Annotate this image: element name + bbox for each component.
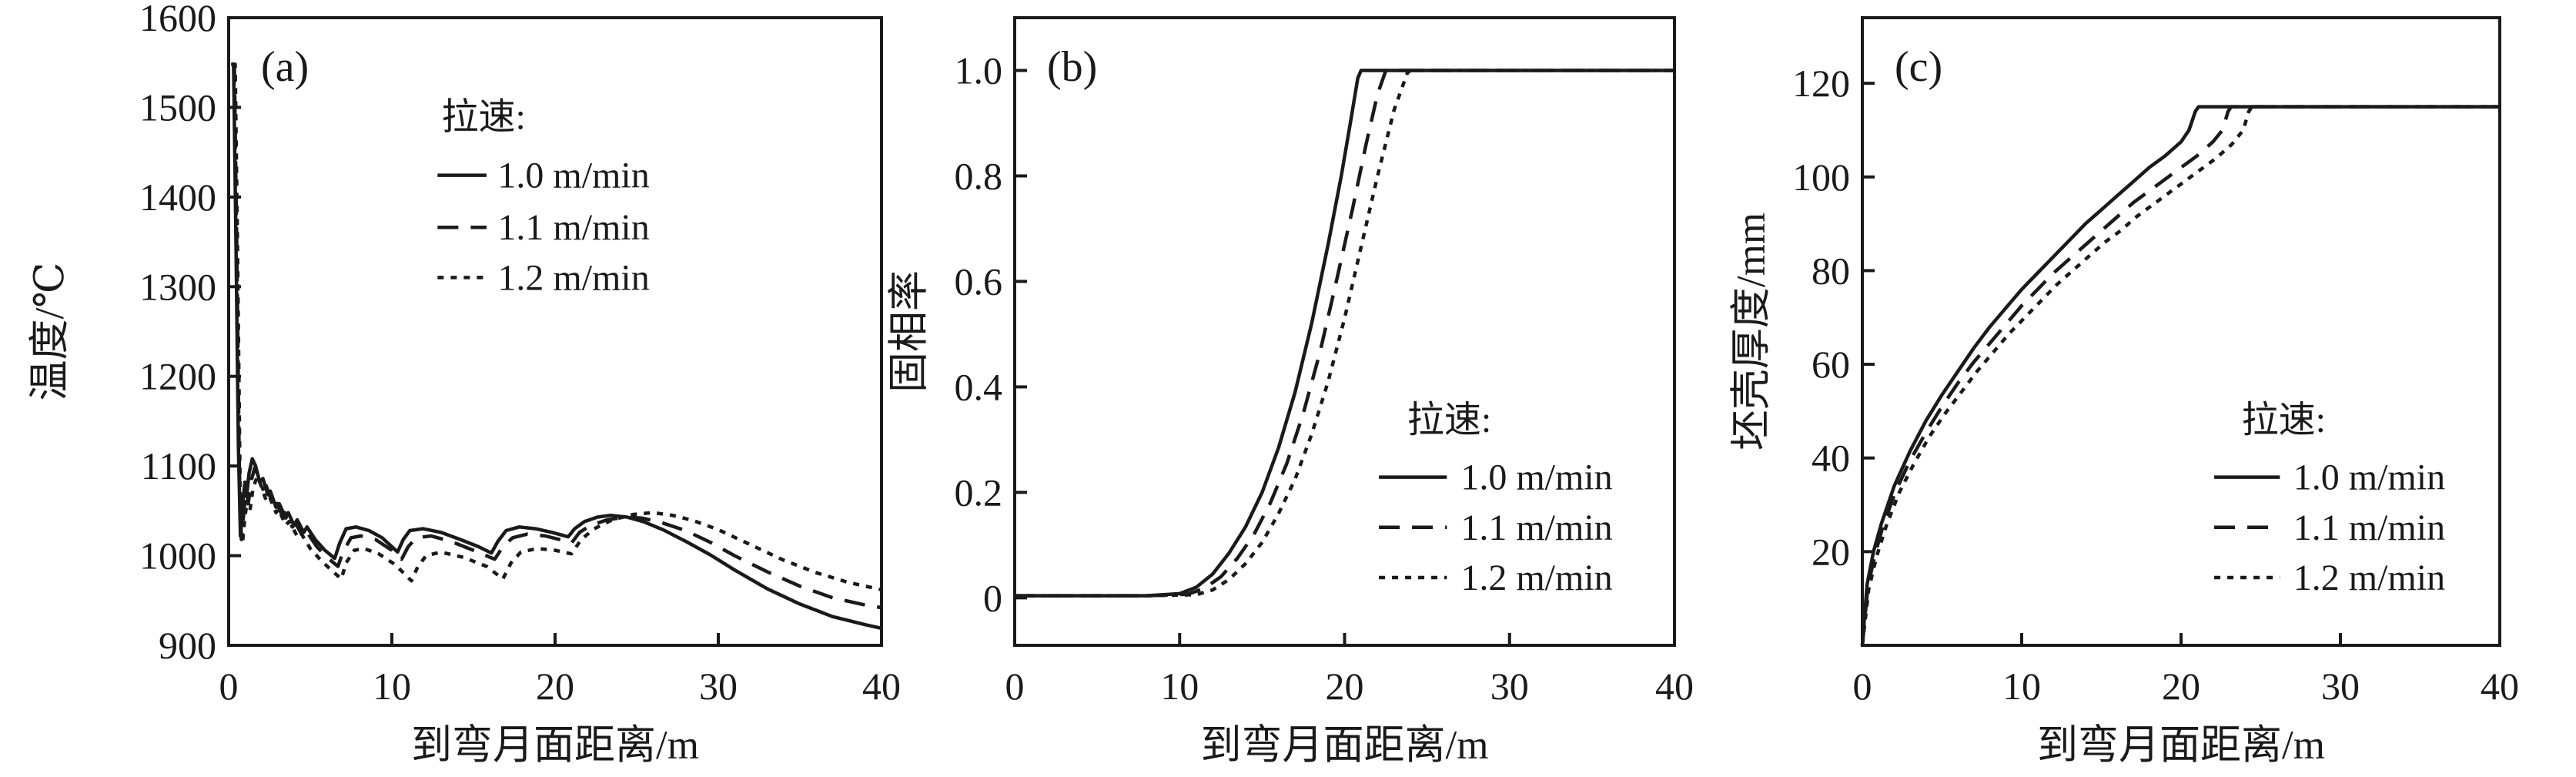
legend-item-label: 1.2 m/min — [497, 257, 649, 298]
y-tick-label: 60 — [1812, 343, 1850, 386]
x-tick-label: 0 — [1853, 665, 1872, 708]
x-tick-label: 30 — [699, 665, 738, 708]
legend: 拉速: 1.0 m/min 1.1 m/min 1.2 m/min — [437, 96, 650, 298]
y-tick-label: 0 — [983, 576, 1002, 619]
legend-item-label: 1.0 m/min — [2293, 457, 2445, 498]
plot-frame — [1013, 16, 1676, 647]
panel-b: 0 10 20 30 40 0 0.2 0.4 0.6 0.8 1.0 到弯月面距离/m 固相率 (b) 拉… — [887, 16, 1694, 768]
legend-title: 拉速: — [1407, 400, 1491, 440]
series-line-solid — [231, 62, 882, 631]
x-tick-label: 0 — [1005, 665, 1025, 708]
x-tick-label: 20 — [1326, 665, 1364, 708]
legend-item-label: 1.1 m/min — [1460, 507, 1612, 548]
x-tick-label: 10 — [1160, 665, 1199, 708]
y-tick-label: 40 — [1812, 437, 1850, 480]
y-tick-label: 0.8 — [955, 154, 1003, 197]
y-tick-label: 80 — [1812, 249, 1850, 292]
x-tick-label: 20 — [536, 665, 574, 708]
x-tick-label: 10 — [2002, 665, 2041, 708]
y-axis-title: 固相率 — [887, 270, 932, 393]
y-tick-label: 900 — [159, 624, 216, 667]
y-tick-label: 20 — [1812, 530, 1850, 573]
legend-item-label: 1.1 m/min — [2293, 507, 2445, 548]
legend-item-label: 1.2 m/min — [2293, 558, 2445, 598]
series-line-dotted — [233, 62, 882, 591]
y-tick-label: 1000 — [139, 534, 216, 578]
series-line-dotted — [1860, 105, 2500, 646]
y-tick-label: 100 — [1792, 156, 1850, 199]
x-tick-label: 40 — [862, 665, 901, 708]
series-line-solid — [1015, 69, 1674, 598]
plot-frame — [1861, 16, 2501, 647]
y-tick-label: 0.4 — [955, 365, 1003, 408]
legend-item-label: 1.0 m/min — [1460, 457, 1612, 498]
x-tick-label: 30 — [1490, 665, 1529, 708]
y-tick-label: 1500 — [139, 85, 216, 129]
y-tick-label: 0.2 — [955, 471, 1003, 514]
panel-label: (a) — [261, 43, 309, 91]
x-axis-title: 到弯月面距离/m — [2037, 723, 2325, 768]
panel-label: (b) — [1047, 43, 1097, 91]
legend-title: 拉速: — [441, 96, 525, 137]
series-line-dashed — [1860, 105, 2500, 646]
series-line-dashed — [232, 62, 882, 610]
y-tick-label: 1.0 — [955, 49, 1003, 92]
y-axis-title: 温度/℃ — [28, 262, 72, 400]
y-tick-label: 1100 — [141, 444, 216, 487]
legend-title: 拉速: — [2242, 400, 2326, 440]
x-axis-title: 到弯月面距离/m — [411, 723, 699, 768]
legend-item-label: 1.1 m/min — [497, 207, 649, 248]
y-tick-label: 1400 — [139, 176, 216, 219]
y-axis-title: 坯壳厚度/mm — [1729, 213, 1774, 450]
panel-a: 0 10 20 30 40 900 1000 1100 1200 1300 1400 1500 1600… — [28, 0, 901, 768]
x-tick-label: 40 — [2481, 665, 2519, 708]
y-tick-label: 120 — [1792, 62, 1850, 105]
series-line-solid — [1860, 105, 2500, 646]
legend: 拉速: 1.0 m/min 1.1 m/min 1.2 m/min — [2214, 400, 2445, 598]
x-tick-label: 20 — [2162, 665, 2200, 708]
x-tick-label: 40 — [1655, 665, 1694, 708]
legend-item-label: 1.2 m/min — [1460, 558, 1612, 598]
series-line-dashed — [1015, 69, 1674, 598]
x-tick-label: 0 — [219, 665, 239, 708]
y-tick-label: 1600 — [139, 0, 216, 39]
x-axis-title: 到弯月面距离/m — [1201, 723, 1489, 768]
legend: 拉速: 1.0 m/min 1.1 m/min 1.2 m/min — [1379, 400, 1613, 598]
y-tick-label: 1200 — [139, 355, 216, 398]
panel-label: (c) — [1895, 43, 1942, 91]
legend-item-label: 1.0 m/min — [497, 156, 649, 196]
x-tick-label: 10 — [373, 665, 411, 708]
panel-c: 0 10 20 30 40 20 40 60 80 100 120 到弯月面距离/m 坯壳厚度/mm (c… — [1729, 16, 2519, 768]
x-tick-label: 30 — [2321, 665, 2360, 708]
y-tick-label: 0.6 — [955, 260, 1003, 303]
y-tick-label: 1300 — [139, 265, 216, 308]
